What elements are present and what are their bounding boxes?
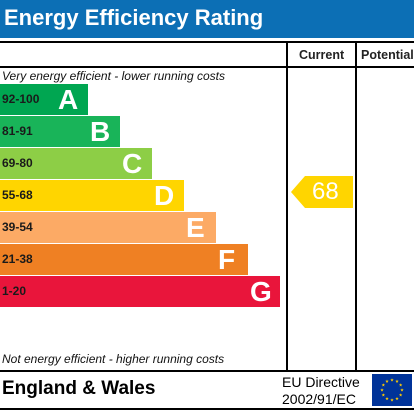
band-g-letter: G — [250, 276, 272, 307]
band-e-bar — [0, 212, 216, 243]
eu-star-icon — [380, 388, 384, 392]
band-d-letter: D — [154, 180, 175, 211]
eu-star-icon — [398, 383, 403, 387]
band-c-range: 69-80 — [2, 156, 33, 170]
eu-star-icon — [381, 383, 386, 387]
band-a-range: 92-100 — [2, 92, 40, 106]
band-e-range: 39-54 — [2, 220, 33, 234]
band-f-letter: F — [218, 244, 236, 275]
band-d-bar — [0, 180, 184, 211]
band-e-letter: E — [186, 212, 205, 243]
current-rating-arrow-shape — [291, 176, 353, 208]
current-rating-arrow — [291, 176, 353, 208]
footer-top-rule — [0, 370, 414, 372]
eu-star-icon — [395, 396, 399, 401]
eu-star-icon — [390, 398, 394, 402]
band-c-bar — [0, 148, 152, 179]
current-rating-value: 68 — [312, 178, 339, 205]
current-column-divider — [286, 41, 288, 372]
potential-column-divider — [355, 41, 357, 372]
frame-bottom-rule — [0, 408, 414, 410]
eu-star-icon — [385, 379, 389, 383]
region-label: England & Wales — [2, 378, 156, 399]
directive-line-1: EU Directive — [282, 374, 360, 390]
eu-star-icon — [398, 393, 403, 397]
band-g-range: 1-20 — [2, 284, 27, 298]
eu-star-icon — [390, 378, 394, 382]
band-g-bar — [0, 276, 280, 307]
band-b-range: 81-91 — [2, 124, 33, 138]
band-f-range: 21-38 — [2, 252, 33, 266]
chart-title: Energy Efficiency Rating — [4, 5, 264, 30]
eu-star-icon — [395, 379, 399, 383]
band-a-bar — [0, 84, 88, 115]
potential-column-header: Potential — [361, 48, 414, 62]
bottom-caption: Not energy efficient - higher running co… — [2, 352, 225, 366]
frame-top-rule — [0, 41, 414, 43]
band-a-letter: A — [58, 84, 79, 115]
eu-star-icon — [381, 393, 386, 397]
eu-flag-icon — [372, 374, 412, 406]
band-f-bar — [0, 244, 248, 275]
header-rule — [0, 66, 414, 68]
current-column-header: Current — [299, 48, 345, 62]
band-c-letter: C — [122, 148, 143, 179]
band-b-bar — [0, 116, 120, 147]
directive-line-2: 2002/91/EC — [282, 391, 356, 407]
eu-star-icon — [400, 388, 404, 392]
band-d-range: 55-68 — [2, 188, 33, 202]
band-b-letter: B — [90, 116, 111, 147]
eu-star-icon — [385, 396, 389, 401]
title-bar: Energy Efficiency Rating — [0, 0, 414, 38]
top-caption: Very energy efficient - lower running co… — [2, 69, 225, 83]
